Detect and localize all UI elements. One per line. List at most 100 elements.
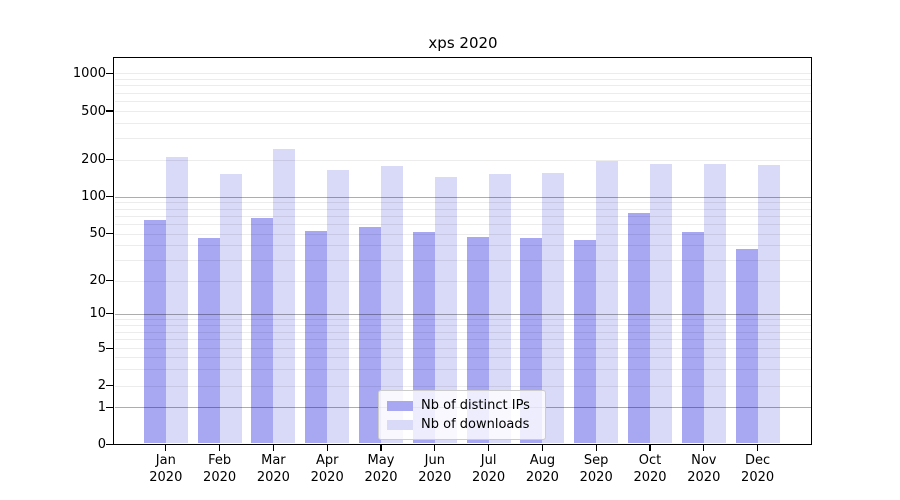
y-tick-mark-2: [106, 385, 113, 387]
gridline-30: [115, 259, 811, 261]
y-tick-label-50: 50: [89, 226, 106, 241]
x-tick-mark-aug: [541, 445, 544, 451]
y-tick-mark-50: [106, 232, 113, 235]
x-tick-label-jul: Jul 2020: [472, 453, 506, 485]
gridline-80: [115, 208, 811, 210]
x-tick-label-jan: Jan 2020: [149, 453, 183, 485]
legend-entry-downloads: Nb of downloads: [387, 415, 537, 434]
gridline-3: [115, 369, 811, 371]
legend-label-downloads: Nb of downloads: [421, 417, 530, 432]
x-tick-mark-oct: [649, 445, 651, 451]
bar-distinct-ips-mar: [251, 217, 274, 444]
gridline-100: [115, 196, 811, 198]
y-tick-mark-5: [106, 347, 113, 349]
bar-distinct-ips-oct: [628, 213, 650, 444]
x-tick-mark-mar: [272, 445, 275, 451]
bar-distinct-ips-feb: [197, 237, 220, 444]
x-tick-label-feb: Feb 2020: [203, 453, 237, 485]
y-tick-label-100: 100: [81, 189, 106, 205]
x-tick-label-nov: Nov 2020: [687, 453, 721, 485]
x-tick-mark-apr: [326, 445, 328, 451]
gridline-900: [115, 79, 811, 81]
y-tick-mark-10: [106, 313, 113, 315]
bar-downloads-sep: [596, 160, 619, 444]
x-tick-label-dec: Dec 2020: [741, 453, 775, 485]
gridline-70: [115, 215, 811, 217]
bar-downloads-jul: [488, 174, 511, 444]
bar-distinct-ips-apr: [305, 231, 328, 444]
y-tick-label-10: 10: [89, 306, 106, 322]
y-tick-label-1: 1: [97, 399, 106, 415]
bar-downloads-apr: [327, 169, 350, 444]
y-tick-label-0: 0: [97, 436, 106, 452]
gridline-10: [115, 313, 811, 315]
bar-downloads-may: [381, 166, 403, 444]
bar-downloads-aug: [542, 172, 565, 444]
y-tick-label-1000: 1000: [72, 65, 106, 81]
legend: Nb of distinct IPs Nb of downloads: [378, 390, 546, 440]
x-tick-mark-may: [380, 445, 382, 451]
gridline-700: [115, 92, 811, 94]
x-tick-mark-jun: [434, 445, 436, 451]
bar-distinct-ips-dec: [735, 249, 758, 444]
y-tick-label-2: 2: [97, 378, 106, 394]
y-tick-mark-20: [106, 280, 113, 282]
x-tick-mark-sep: [595, 445, 597, 451]
gridline-9: [115, 318, 811, 320]
bar-downloads-nov: [703, 163, 726, 444]
gridline-5: [115, 348, 811, 350]
gridline-300: [115, 138, 811, 140]
x-tick-label-aug: Aug 2020: [525, 453, 559, 485]
y-tick-mark-0: [106, 443, 113, 445]
gridline-2: [115, 385, 811, 387]
gridline-800: [115, 85, 811, 87]
gridline-6: [115, 339, 811, 341]
y-tick-label-20: 20: [89, 273, 106, 289]
y-tick-mark-100: [106, 196, 113, 198]
gridline-7: [115, 331, 811, 333]
x-tick-label-jun: Jun 2020: [418, 453, 452, 485]
bar-downloads-oct: [650, 163, 672, 444]
gridline-20: [115, 280, 811, 282]
bar-distinct-ips-nov: [681, 232, 704, 444]
x-tick-label-sep: Sep 2020: [579, 453, 613, 485]
gridline-40: [115, 244, 811, 246]
x-tick-mark-jul: [487, 445, 490, 451]
x-tick-mark-nov: [703, 445, 705, 451]
chart-title: xps 2020: [428, 34, 498, 52]
gridline-500: [115, 111, 811, 112]
y-tick-mark-1000: [106, 72, 113, 74]
bar-downloads-mar: [273, 149, 296, 444]
bar-distinct-ips-may: [359, 227, 381, 444]
y-tick-label-5: 5: [97, 340, 106, 356]
bar-distinct-ips-sep: [574, 240, 597, 444]
y-tick-label-500: 500: [81, 103, 106, 119]
gridline-60: [115, 223, 811, 225]
gridline-90: [115, 202, 811, 204]
x-tick-label-apr: Apr 2020: [310, 453, 344, 485]
gridline-1000: [115, 73, 811, 75]
bar-downloads-feb: [219, 173, 242, 444]
bar-downloads-jun: [434, 177, 457, 444]
legend-swatch-downloads: [387, 419, 413, 430]
x-tick-label-mar: Mar 2020: [256, 453, 290, 485]
bar-downloads-jan: [165, 156, 188, 444]
legend-label-distinct-ips: Nb of distinct IPs: [421, 398, 530, 413]
bar-downloads-dec: [757, 164, 780, 444]
y-tick-mark-1: [106, 406, 113, 408]
bar-distinct-ips-jan: [143, 220, 166, 444]
gridline-50: [115, 233, 811, 235]
gridline-600: [115, 101, 811, 103]
legend-swatch-distinct-ips: [387, 400, 413, 411]
x-tick-mark-dec: [756, 445, 759, 451]
gridline-4: [115, 357, 811, 359]
gridline-8: [115, 324, 811, 326]
x-tick-mark-feb: [218, 445, 221, 451]
gridline-400: [115, 122, 811, 124]
y-tick-label-200: 200: [81, 152, 106, 167]
y-tick-mark-500: [106, 110, 113, 112]
x-tick-mark-jan: [165, 445, 167, 451]
gridline-200: [115, 159, 811, 161]
legend-entry-distinct-ips: Nb of distinct IPs: [387, 396, 537, 415]
